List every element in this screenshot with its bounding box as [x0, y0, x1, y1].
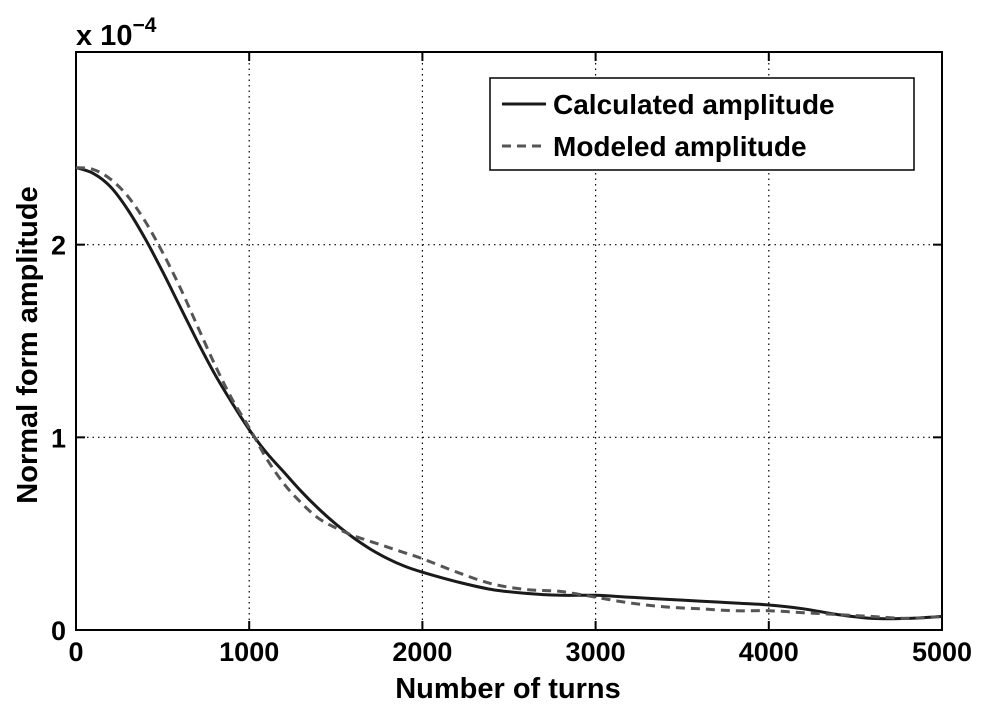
x-tick-labels: 0 1000 2000 3000 4000 5000 — [68, 637, 972, 667]
x-tick-label: 1000 — [219, 637, 279, 667]
y-tick-label: 1 — [51, 423, 66, 453]
y-axis-multiplier: x 10−4 — [76, 14, 157, 52]
legend: Calculated amplitude Modeled amplitude — [489, 77, 915, 171]
y-axis-label: Normal form amplitude — [12, 186, 44, 503]
series-line-calculated — [75, 166, 943, 621]
y-tick-label: 2 — [51, 231, 66, 261]
y-tick-labels: 0 1 2 — [51, 231, 66, 646]
x-tick-label: 5000 — [912, 637, 972, 667]
legend-box — [489, 77, 915, 171]
grid — [76, 52, 942, 630]
legend-label-modeled: Modeled amplitude — [553, 131, 807, 162]
x-tick-label: 3000 — [566, 637, 626, 667]
x-tick-label: 0 — [68, 637, 83, 667]
y-tick-label: 0 — [51, 616, 66, 646]
x-tick-label: 4000 — [739, 637, 799, 667]
series-line-modeled — [75, 166, 943, 620]
tick-marks — [75, 52, 943, 631]
x-axis-label: Number of turns — [395, 673, 621, 704]
plot-area-frame — [75, 51, 943, 631]
legend-label-calculated: Calculated amplitude — [553, 89, 835, 120]
x-tick-label: 2000 — [392, 637, 452, 667]
y-axis-multiplier-exponent: −4 — [132, 14, 156, 37]
series-lines — [75, 166, 943, 621]
y-axis-multiplier-base: x 10 — [76, 20, 132, 52]
